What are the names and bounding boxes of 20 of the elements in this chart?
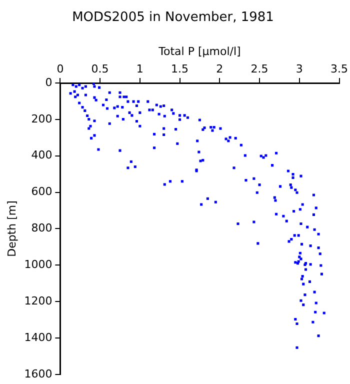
y-tick-label: 600: [31, 185, 52, 198]
chart-title: MODS2005 in November, 1981: [72, 10, 274, 26]
x-tick-label: 3: [296, 62, 303, 76]
y-tick-label: 400: [31, 148, 52, 162]
x-tick-label: 0: [56, 62, 64, 76]
x-tick-label: 3.5: [330, 62, 348, 76]
x-axis-title: Total P [µmol/l]: [158, 45, 241, 58]
x-tick-label: 1: [136, 62, 144, 76]
y-tick-label: 1600: [24, 367, 52, 380]
y-tick-label: 1400: [24, 330, 52, 344]
y-axis-title: Depth [m]: [5, 200, 18, 257]
y-tick-label: 1200: [24, 294, 52, 308]
y-tick-label: 800: [31, 222, 52, 235]
y-tick-label: 200: [31, 112, 52, 126]
x-tick-label: 2.5: [250, 62, 268, 76]
y-tick-label: 0: [45, 76, 52, 89]
x-tick-label: 1.5: [171, 62, 189, 76]
y-tick-label: 1000: [24, 258, 52, 271]
x-tick-label: 0.5: [91, 62, 109, 76]
x-tick-label: 2: [216, 62, 224, 76]
